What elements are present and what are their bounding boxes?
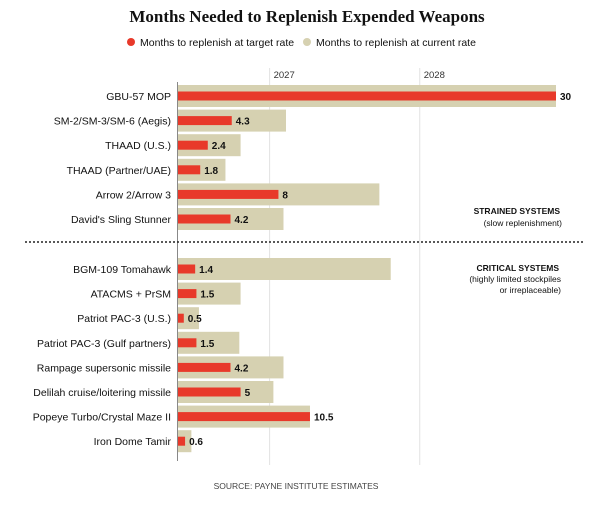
category-label: Patriot PAC-3 (Gulf partners) bbox=[37, 338, 171, 350]
bar-row: THAAD (U.S.) 2.4 bbox=[105, 134, 241, 157]
bar-current-rate bbox=[177, 307, 199, 330]
data-label: 4.2 bbox=[234, 363, 248, 374]
data-label: 8 bbox=[282, 190, 288, 201]
bar-target-rate bbox=[177, 214, 231, 224]
bar-row: SM-2/SM-3/SM-6 (Aegis) 4.3 bbox=[54, 109, 287, 132]
bar-row: Popeye Turbo/Crystal Maze II 10.5 bbox=[33, 405, 334, 428]
data-label: 1.8 bbox=[204, 166, 218, 177]
bar-target-rate bbox=[177, 264, 196, 274]
bar-target-rate bbox=[177, 387, 241, 397]
bar-target-rate bbox=[177, 140, 208, 150]
bar-target-rate bbox=[177, 91, 556, 101]
category-label: ATACMS + PrSM bbox=[91, 289, 171, 301]
category-label: GBU-57 MOP bbox=[106, 91, 171, 103]
bar-target-rate bbox=[177, 313, 184, 323]
reference-label-2028: 2028 bbox=[424, 70, 445, 81]
category-label: Rampage supersonic missile bbox=[37, 362, 171, 374]
group-label-critical: CRITICAL SYSTEMS bbox=[477, 263, 560, 273]
group-label-strained: STRAINED SYSTEMS bbox=[474, 206, 561, 216]
legend-label-current: Months to replenish at current rate bbox=[316, 37, 476, 49]
legend-label-target: Months to replenish at target rate bbox=[140, 37, 294, 49]
bar-target-rate bbox=[177, 165, 201, 175]
bar-row: THAAD (Partner/UAE) 1.8 bbox=[67, 158, 226, 181]
category-label: Patriot PAC-3 (U.S.) bbox=[77, 313, 171, 325]
bar-current-rate bbox=[177, 331, 240, 354]
bar-target-rate bbox=[177, 362, 231, 372]
bar-row: Rampage supersonic missile 4.2 bbox=[37, 356, 284, 379]
category-label: Iron Dome Tamir bbox=[94, 436, 172, 448]
legend: Months to replenish at target rate Month… bbox=[127, 37, 476, 49]
bar-row: Delilah cruise/loitering missile 5 bbox=[33, 381, 274, 403]
bar-target-rate bbox=[177, 338, 197, 348]
bar-row: Patriot PAC-3 (Gulf partners) 1.5 bbox=[37, 331, 240, 354]
category-label: Arrow 2/Arrow 3 bbox=[96, 189, 171, 201]
category-label: Delilah cruise/loitering missile bbox=[33, 387, 171, 399]
category-label: BGM-109 Tomahawk bbox=[73, 264, 172, 276]
data-label: 5 bbox=[245, 388, 251, 399]
category-label: THAAD (Partner/UAE) bbox=[67, 165, 171, 177]
bar-target-rate bbox=[177, 289, 197, 299]
bar-row: ATACMS + PrSM 1.5 bbox=[91, 282, 241, 305]
bar-target-rate bbox=[177, 436, 186, 446]
data-label: 1.4 bbox=[199, 265, 213, 276]
bar-target-rate bbox=[177, 189, 279, 199]
legend-swatch-current bbox=[303, 38, 311, 46]
data-label: 30 bbox=[560, 92, 572, 103]
category-label: David's Sling Stunner bbox=[71, 214, 172, 226]
data-label: 0.6 bbox=[189, 437, 203, 448]
bar-current-rate bbox=[177, 134, 241, 157]
legend-swatch-target bbox=[127, 38, 135, 46]
category-label: THAAD (U.S.) bbox=[105, 140, 171, 152]
data-label: 2.4 bbox=[212, 141, 226, 152]
data-label: 4.2 bbox=[234, 215, 248, 226]
bar-current-rate bbox=[177, 282, 241, 305]
data-label: 1.5 bbox=[200, 290, 214, 301]
category-label: Popeye Turbo/Crystal Maze II bbox=[33, 412, 171, 424]
data-label: 10.5 bbox=[314, 413, 334, 424]
data-label: 1.5 bbox=[200, 339, 214, 350]
group-sublabel2-critical: or irreplaceable) bbox=[500, 285, 562, 295]
bar-target-rate bbox=[177, 116, 232, 126]
group-sublabel-critical: (highly limited stockpiles bbox=[469, 274, 561, 284]
bar-target-rate bbox=[177, 412, 310, 422]
data-label: 4.3 bbox=[236, 117, 250, 128]
bar-row: Patriot PAC-3 (U.S.) 0.5 bbox=[77, 307, 202, 330]
bar-row: Arrow 2/Arrow 3 8 bbox=[96, 183, 380, 206]
bar-row: BGM-109 Tomahawk 1.4 bbox=[73, 258, 391, 280]
chart-title: Months Needed to Replenish Expended Weap… bbox=[129, 7, 485, 26]
source-note: SOURCE: PAYNE INSTITUTE ESTIMATES bbox=[214, 481, 379, 491]
reference-label-2027: 2027 bbox=[274, 70, 295, 81]
group-sublabel-strained: (slow replenishment) bbox=[484, 218, 563, 228]
data-label: 0.5 bbox=[188, 314, 202, 325]
category-label: SM-2/SM-3/SM-6 (Aegis) bbox=[54, 116, 171, 128]
bar-row: David's Sling Stunner 4.2 bbox=[71, 208, 284, 230]
bar-current-rate bbox=[177, 258, 391, 280]
bar-current-rate bbox=[177, 158, 226, 181]
bar-row: Iron Dome Tamir 0.6 bbox=[94, 430, 203, 453]
bar-row: GBU-57 MOP 30 bbox=[106, 85, 572, 107]
